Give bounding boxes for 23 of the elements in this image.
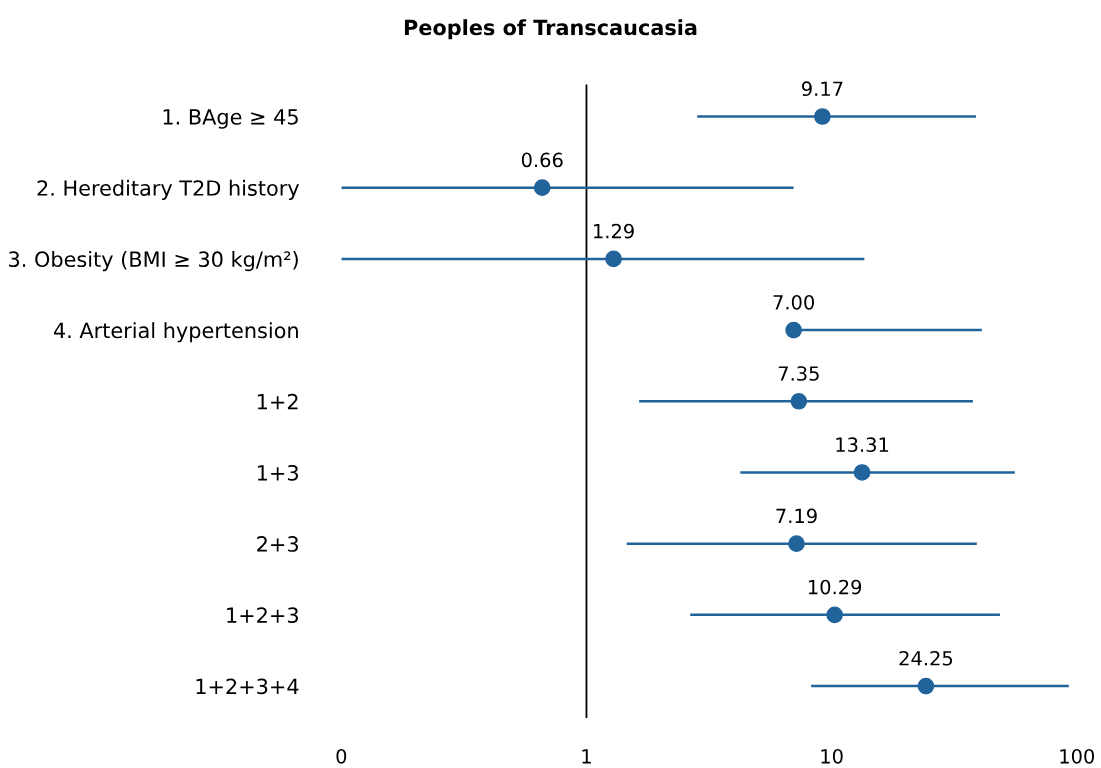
data-label: 10.29	[808, 579, 862, 595]
data-label: 7.00	[773, 294, 814, 310]
data-label: 24.25	[899, 650, 953, 666]
y-tick-label: 3. Obesity (BMI ≥ 30 kg/m²)	[9, 250, 298, 272]
y-tick-label: 2. Hereditary T2D history	[37, 179, 300, 200]
y-tick-label: 2+3	[257, 536, 298, 552]
x-tick-label: 10	[821, 748, 843, 764]
y-tick-label: 1+2+3+4	[196, 678, 299, 695]
y-tick-label: 1+2	[257, 393, 298, 410]
x-tick-label: 1	[582, 749, 591, 764]
data-label: 7.35	[778, 366, 819, 381]
data-label: 0.66	[521, 152, 563, 168]
data-label: 9.17	[801, 81, 843, 97]
y-tick-label: 1+2+3	[227, 607, 298, 624]
x-tick-label: 100	[1060, 748, 1095, 764]
data-label: 1.29	[594, 223, 634, 239]
x-tick-label: 0	[336, 748, 347, 764]
chart-title: Peoples of Transcaucasia	[404, 19, 697, 40]
y-tick-label: 1+3	[257, 464, 298, 481]
data-label: 13.31	[836, 437, 889, 453]
data-label: 7.19	[776, 508, 817, 524]
y-tick-label: 1. BAge ≥ 45	[163, 109, 298, 129]
y-tick-label: 4. Arterial hypertension	[53, 322, 298, 343]
